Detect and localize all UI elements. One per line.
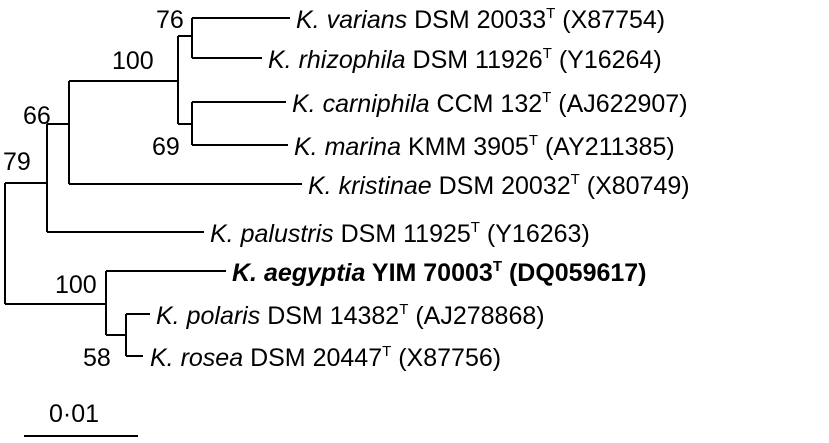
taxon-label-carniphila: K. carniphila CCM 132T (AJ622907) bbox=[292, 89, 688, 118]
taxon-label-marina: K. marina KMM 3905T (AY211385) bbox=[294, 132, 675, 161]
taxon-label-varians: K. varians DSM 20033T (X87754) bbox=[296, 5, 665, 34]
bootstrap-69: 69 bbox=[152, 133, 180, 161]
bootstrap-76: 76 bbox=[156, 6, 184, 34]
bootstrap-58: 58 bbox=[83, 344, 111, 372]
scale-bar-label: 0·01 bbox=[49, 400, 99, 428]
taxon-labels: K. varians DSM 20033T (X87754) K. rhizop… bbox=[150, 5, 690, 372]
taxon-label-palustris: K. palustris DSM 11925T (Y16263) bbox=[210, 219, 590, 248]
taxon-label-rosea: K. rosea DSM 20447T (X87756) bbox=[150, 343, 501, 372]
taxon-label-aegyptia: K. aegyptia YIM 70003T (DQ059617) bbox=[232, 258, 647, 287]
bootstrap-100-lower: 100 bbox=[55, 271, 97, 299]
taxon-label-rhizophila: K. rhizophila DSM 11926T (Y16264) bbox=[268, 45, 662, 74]
bootstrap-66: 66 bbox=[23, 102, 51, 130]
bootstrap-values: 76 100 69 66 79 100 58 bbox=[3, 6, 184, 372]
bootstrap-79: 79 bbox=[3, 148, 31, 176]
bootstrap-100-upper: 100 bbox=[112, 47, 154, 75]
tree-branches bbox=[4, 17, 302, 357]
taxon-label-polaris: K. polaris DSM 14382T (AJ278868) bbox=[156, 301, 545, 330]
taxon-label-kristinae: K. kristinae DSM 20032T (X80749) bbox=[308, 171, 690, 200]
scale-bar: 0·01 bbox=[24, 400, 138, 437]
